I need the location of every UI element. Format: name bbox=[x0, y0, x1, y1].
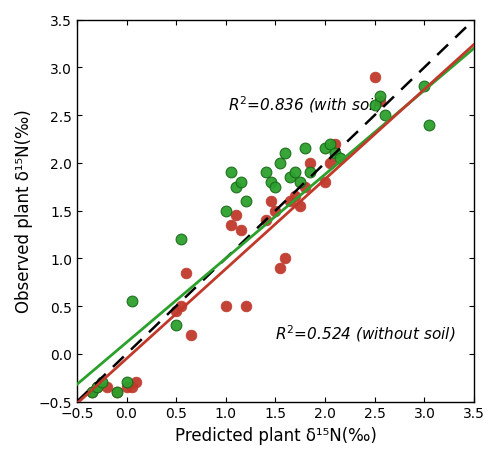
Point bbox=[371, 102, 379, 110]
Point bbox=[262, 217, 270, 224]
Point bbox=[187, 331, 195, 339]
Point bbox=[336, 155, 344, 162]
Text: $R^2$=0.836 (with soil): $R^2$=0.836 (with soil) bbox=[228, 94, 383, 115]
Point bbox=[232, 184, 240, 191]
Point bbox=[236, 179, 244, 186]
Point bbox=[222, 207, 230, 215]
Point bbox=[420, 84, 428, 91]
Point bbox=[376, 98, 384, 105]
Point bbox=[122, 379, 130, 386]
Point bbox=[102, 384, 110, 391]
Point bbox=[331, 141, 339, 148]
Point bbox=[286, 174, 294, 181]
Point bbox=[302, 146, 310, 153]
Point bbox=[128, 298, 136, 305]
Point bbox=[128, 384, 136, 391]
Point bbox=[222, 303, 230, 310]
Point bbox=[326, 141, 334, 148]
Point bbox=[296, 179, 304, 186]
Point bbox=[266, 198, 274, 205]
Point bbox=[172, 322, 180, 329]
Point bbox=[266, 179, 274, 186]
Point bbox=[371, 74, 379, 81]
Text: $R^2$=0.524 (without soil): $R^2$=0.524 (without soil) bbox=[276, 323, 456, 343]
Point bbox=[112, 388, 120, 396]
Point bbox=[326, 160, 334, 167]
Point bbox=[380, 112, 388, 119]
Point bbox=[172, 308, 180, 315]
Point bbox=[376, 93, 384, 101]
Point bbox=[331, 150, 339, 157]
Point bbox=[296, 202, 304, 210]
Point bbox=[292, 193, 300, 201]
Point bbox=[112, 388, 120, 396]
Point bbox=[282, 150, 290, 157]
Point bbox=[242, 303, 250, 310]
Point bbox=[302, 184, 310, 191]
Point bbox=[232, 212, 240, 219]
Point bbox=[98, 379, 106, 386]
Point bbox=[276, 160, 284, 167]
Point bbox=[306, 169, 314, 177]
Point bbox=[321, 146, 329, 153]
Point bbox=[306, 160, 314, 167]
Point bbox=[426, 122, 434, 129]
Point bbox=[177, 303, 185, 310]
Y-axis label: Observed plant δ¹⁵N(‰): Observed plant δ¹⁵N(‰) bbox=[15, 109, 33, 313]
X-axis label: Predicted plant δ¹⁵N(‰): Predicted plant δ¹⁵N(‰) bbox=[174, 426, 376, 444]
Point bbox=[272, 184, 280, 191]
Point bbox=[122, 384, 130, 391]
Point bbox=[321, 179, 329, 186]
Point bbox=[272, 207, 280, 215]
Point bbox=[227, 169, 235, 177]
Point bbox=[93, 384, 101, 391]
Point bbox=[88, 388, 96, 396]
Point bbox=[276, 264, 284, 272]
Point bbox=[93, 384, 101, 391]
Point bbox=[282, 255, 290, 263]
Point bbox=[262, 169, 270, 177]
Point bbox=[242, 198, 250, 205]
Point bbox=[292, 169, 300, 177]
Point bbox=[227, 222, 235, 229]
Point bbox=[132, 379, 140, 386]
Point bbox=[286, 198, 294, 205]
Point bbox=[182, 269, 190, 277]
Point bbox=[177, 236, 185, 243]
Point bbox=[236, 226, 244, 234]
Point bbox=[88, 388, 96, 396]
